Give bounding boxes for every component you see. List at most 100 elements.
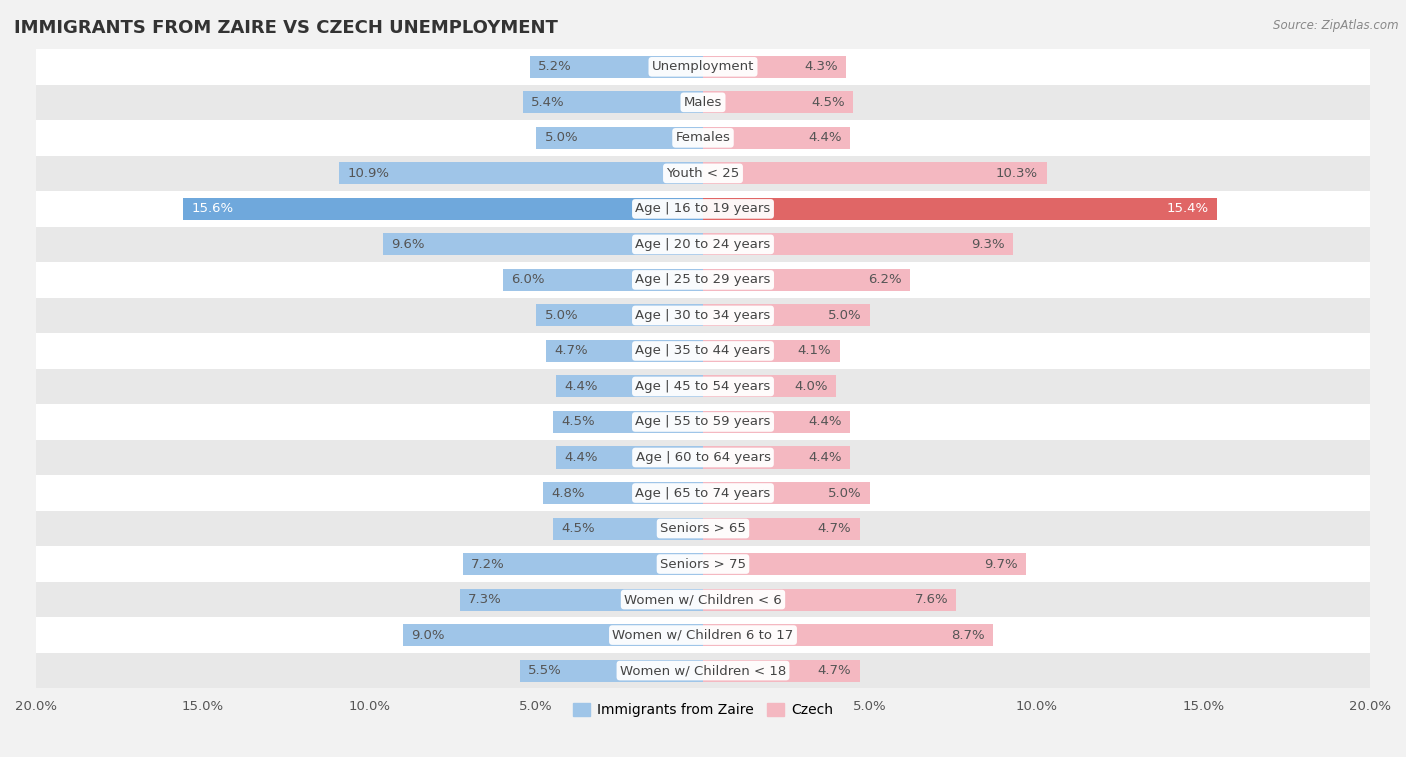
Bar bbox=[37, 49, 1369, 85]
Text: 4.7%: 4.7% bbox=[818, 664, 852, 677]
Bar bbox=[339, 162, 703, 185]
Text: 7.2%: 7.2% bbox=[471, 558, 505, 571]
Bar bbox=[703, 233, 1014, 255]
Text: 5.2%: 5.2% bbox=[538, 61, 572, 73]
Bar bbox=[703, 162, 1046, 185]
Text: 15.4%: 15.4% bbox=[1166, 202, 1208, 216]
Bar bbox=[37, 262, 1369, 298]
Text: 4.5%: 4.5% bbox=[561, 416, 595, 428]
Bar bbox=[37, 120, 1369, 156]
Text: Seniors > 65: Seniors > 65 bbox=[659, 522, 747, 535]
Bar bbox=[520, 659, 703, 681]
Bar bbox=[547, 340, 703, 362]
Text: 4.7%: 4.7% bbox=[818, 522, 852, 535]
Bar bbox=[183, 198, 703, 220]
Text: 8.7%: 8.7% bbox=[952, 628, 984, 642]
Text: Age | 35 to 44 years: Age | 35 to 44 years bbox=[636, 344, 770, 357]
Bar bbox=[523, 92, 703, 114]
Bar bbox=[553, 518, 703, 540]
Text: 5.5%: 5.5% bbox=[527, 664, 561, 677]
Bar bbox=[557, 375, 703, 397]
Text: Age | 25 to 29 years: Age | 25 to 29 years bbox=[636, 273, 770, 286]
Text: Age | 16 to 19 years: Age | 16 to 19 years bbox=[636, 202, 770, 216]
Text: Age | 45 to 54 years: Age | 45 to 54 years bbox=[636, 380, 770, 393]
Text: 15.6%: 15.6% bbox=[191, 202, 233, 216]
Text: 4.4%: 4.4% bbox=[565, 380, 598, 393]
Bar bbox=[557, 447, 703, 469]
Text: Youth < 25: Youth < 25 bbox=[666, 167, 740, 180]
Text: 4.5%: 4.5% bbox=[811, 96, 845, 109]
Bar bbox=[543, 482, 703, 504]
Text: 5.4%: 5.4% bbox=[531, 96, 565, 109]
Text: 4.3%: 4.3% bbox=[804, 61, 838, 73]
Bar bbox=[382, 233, 703, 255]
Bar bbox=[37, 440, 1369, 475]
Text: 9.6%: 9.6% bbox=[391, 238, 425, 251]
Text: 6.2%: 6.2% bbox=[868, 273, 901, 286]
Bar bbox=[460, 588, 703, 611]
Bar bbox=[37, 475, 1369, 511]
Text: Women w/ Children < 18: Women w/ Children < 18 bbox=[620, 664, 786, 677]
Text: 4.1%: 4.1% bbox=[797, 344, 831, 357]
Text: 4.4%: 4.4% bbox=[808, 451, 841, 464]
Bar bbox=[37, 298, 1369, 333]
Text: Unemployment: Unemployment bbox=[652, 61, 754, 73]
Bar bbox=[703, 447, 849, 469]
Text: 5.0%: 5.0% bbox=[544, 309, 578, 322]
Text: Age | 60 to 64 years: Age | 60 to 64 years bbox=[636, 451, 770, 464]
Text: Source: ZipAtlas.com: Source: ZipAtlas.com bbox=[1274, 19, 1399, 32]
Bar bbox=[536, 127, 703, 149]
Bar bbox=[37, 191, 1369, 226]
Bar bbox=[37, 85, 1369, 120]
Bar bbox=[37, 156, 1369, 191]
Text: Age | 30 to 34 years: Age | 30 to 34 years bbox=[636, 309, 770, 322]
Bar bbox=[463, 553, 703, 575]
Text: 4.5%: 4.5% bbox=[561, 522, 595, 535]
Bar bbox=[37, 582, 1369, 617]
Text: Age | 20 to 24 years: Age | 20 to 24 years bbox=[636, 238, 770, 251]
Bar bbox=[703, 92, 853, 114]
Text: 7.3%: 7.3% bbox=[468, 593, 502, 606]
Bar bbox=[703, 411, 849, 433]
Text: 9.0%: 9.0% bbox=[411, 628, 444, 642]
Bar bbox=[703, 340, 839, 362]
Bar bbox=[703, 518, 859, 540]
Text: 5.0%: 5.0% bbox=[828, 309, 862, 322]
Text: IMMIGRANTS FROM ZAIRE VS CZECH UNEMPLOYMENT: IMMIGRANTS FROM ZAIRE VS CZECH UNEMPLOYM… bbox=[14, 19, 558, 37]
Bar bbox=[703, 659, 859, 681]
Bar bbox=[37, 653, 1369, 688]
Bar bbox=[703, 553, 1026, 575]
Text: 10.9%: 10.9% bbox=[347, 167, 389, 180]
Text: 6.0%: 6.0% bbox=[512, 273, 544, 286]
Text: 4.4%: 4.4% bbox=[808, 416, 841, 428]
Bar bbox=[37, 404, 1369, 440]
Text: 9.3%: 9.3% bbox=[972, 238, 1005, 251]
Text: Females: Females bbox=[675, 132, 731, 145]
Bar bbox=[404, 624, 703, 646]
Text: 4.7%: 4.7% bbox=[554, 344, 588, 357]
Bar bbox=[503, 269, 703, 291]
Bar bbox=[703, 198, 1216, 220]
Bar bbox=[703, 304, 870, 326]
Bar bbox=[530, 56, 703, 78]
Bar bbox=[703, 482, 870, 504]
Bar bbox=[553, 411, 703, 433]
Bar bbox=[37, 369, 1369, 404]
Bar bbox=[536, 304, 703, 326]
Bar bbox=[37, 617, 1369, 653]
Text: Males: Males bbox=[683, 96, 723, 109]
Text: Women w/ Children < 6: Women w/ Children < 6 bbox=[624, 593, 782, 606]
Legend: Immigrants from Zaire, Czech: Immigrants from Zaire, Czech bbox=[568, 698, 838, 723]
Text: 5.0%: 5.0% bbox=[828, 487, 862, 500]
Text: 4.4%: 4.4% bbox=[808, 132, 841, 145]
Text: 4.4%: 4.4% bbox=[565, 451, 598, 464]
Text: 9.7%: 9.7% bbox=[984, 558, 1018, 571]
Text: Women w/ Children 6 to 17: Women w/ Children 6 to 17 bbox=[613, 628, 793, 642]
Text: Seniors > 75: Seniors > 75 bbox=[659, 558, 747, 571]
Text: 7.6%: 7.6% bbox=[914, 593, 948, 606]
Bar bbox=[703, 588, 956, 611]
Bar bbox=[703, 56, 846, 78]
Bar bbox=[703, 269, 910, 291]
Text: 10.3%: 10.3% bbox=[995, 167, 1038, 180]
Text: Age | 55 to 59 years: Age | 55 to 59 years bbox=[636, 416, 770, 428]
